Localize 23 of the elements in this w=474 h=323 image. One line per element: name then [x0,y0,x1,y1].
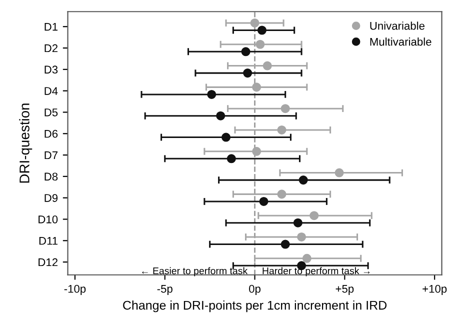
y-tick-label: D12 [38,258,58,266]
x-tick-label: 0p [249,284,260,295]
y-tick-label: D10 [38,215,58,224]
x-tick-label: +10p [422,284,447,295]
y-tick-label: D11 [39,237,58,245]
legend-label: Multivariable [370,38,432,46]
annotation: Harder to perform task → [262,267,370,276]
y-tick-label: D1 [44,22,58,31]
y-tick-label: D4 [44,87,58,95]
x-tick-label: +5p [336,285,354,295]
annotation: ← Easier to perform task [142,267,248,276]
x-axis-title: Change in DRI-points per 1cm increment in IRD [123,300,387,312]
y-tick-label: D7 [44,151,58,160]
y-tick-label: D3 [44,66,58,74]
y-tick-label: D5 [44,108,58,116]
y-axis-title: DRI-question [19,104,32,183]
y-tick-label: D6 [44,130,58,138]
y-tick-label: D2 [44,44,58,52]
x-tick-label: -10p [64,284,86,295]
x-tick-label: -5p [157,285,172,295]
y-tick-label: D9 [44,194,58,202]
y-tick-label: D8 [44,172,58,181]
legend-label: Univariable [370,22,424,30]
